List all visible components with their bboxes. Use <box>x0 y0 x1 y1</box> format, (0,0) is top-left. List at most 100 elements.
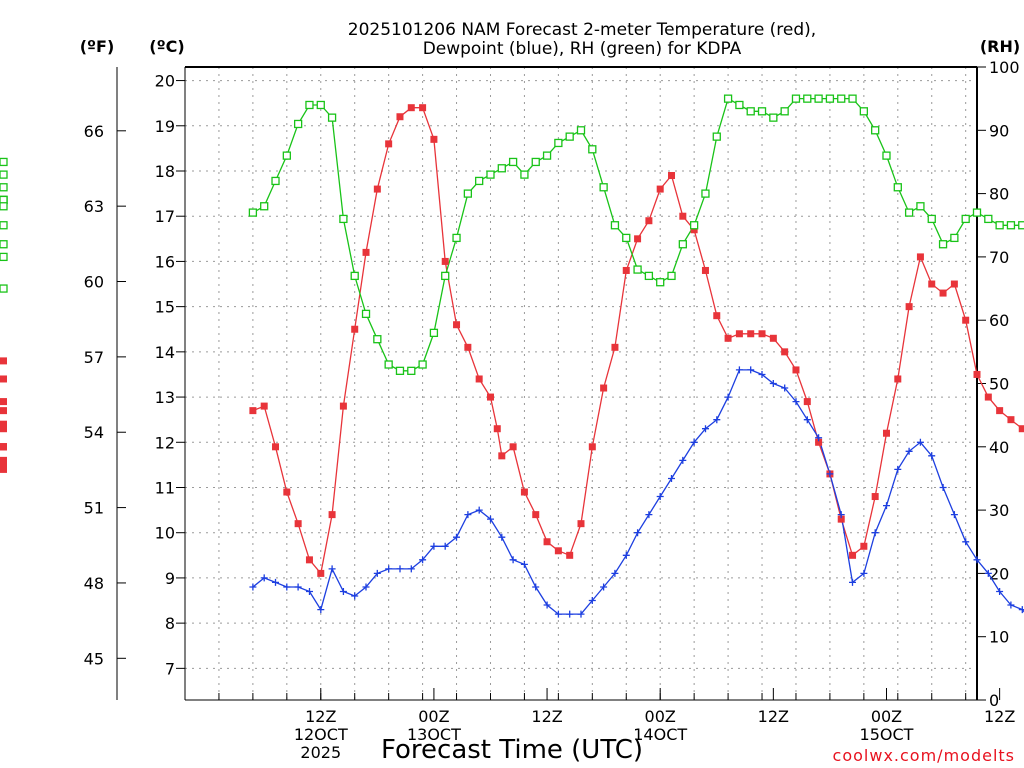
rh-point <box>803 94 812 103</box>
rh-point <box>508 157 518 167</box>
temperature-point <box>520 488 528 496</box>
dewpoint-point <box>249 583 257 591</box>
dewpoint-point <box>781 384 789 392</box>
celsius-tick-label: 20 <box>155 72 175 91</box>
rh-point <box>893 183 902 192</box>
temperature-point <box>351 325 359 333</box>
rh-point <box>407 366 416 375</box>
temperature-point <box>532 511 540 519</box>
rh-point <box>271 176 280 186</box>
rh-point <box>588 145 597 154</box>
dewpoint-point <box>905 447 913 455</box>
temperature-point <box>724 334 732 342</box>
fahrenheit-tick-label: 51 <box>84 499 104 518</box>
rh-point <box>576 126 586 135</box>
x-tick-label-time: 12Z <box>984 707 1015 726</box>
dewpoint-point <box>668 475 675 482</box>
dewpoint-point <box>996 588 1004 595</box>
rh-point <box>723 94 733 103</box>
temperature-point <box>577 520 585 528</box>
temperature-point <box>0 456 7 464</box>
temperature-point <box>0 407 7 415</box>
rh-point <box>633 265 642 274</box>
celsius-tick-label: 12 <box>155 433 175 452</box>
temperature-point <box>860 542 868 550</box>
rh-point <box>350 271 359 281</box>
x-tick-label-time: 12Z <box>305 707 336 726</box>
dewpoint-point <box>849 578 856 586</box>
temperature-point <box>668 172 676 180</box>
temperature-point <box>486 393 494 401</box>
rh-point <box>667 271 676 281</box>
rh-point <box>1018 221 1024 230</box>
temperature-point <box>803 398 811 406</box>
dewpoint-point <box>600 583 608 591</box>
rh-point <box>882 151 891 160</box>
temperature-point <box>1007 416 1015 424</box>
dewpoint-point <box>419 556 427 564</box>
axes: 7 8 9 10 11 12 13 14 15 16 17 18 19 20 45 48 51 54 57 60 63 6… <box>84 58 1020 762</box>
dewpoint-point <box>894 465 902 473</box>
temperature-point <box>0 425 7 433</box>
dewpoint-point <box>453 533 460 541</box>
temperature-point <box>781 348 789 356</box>
rh-point <box>520 170 529 179</box>
rh-point <box>497 164 506 173</box>
dewpoint-point <box>724 393 732 401</box>
rh-point <box>859 107 869 116</box>
rh-tick-label: 90 <box>989 121 1009 140</box>
temperature-point <box>973 370 981 378</box>
dewpoint-point <box>396 565 404 573</box>
temperature-point <box>430 135 438 143</box>
rh-tick-label: 80 <box>989 185 1009 204</box>
dewpoint-point <box>339 588 347 595</box>
rh-point <box>361 309 371 319</box>
rh-point <box>305 100 314 110</box>
temperature-point <box>339 402 347 410</box>
temperature-point <box>283 488 291 496</box>
celsius-tick-label: 13 <box>155 388 175 407</box>
dewpoint-point <box>566 610 574 618</box>
fahrenheit-tick-label: 66 <box>84 122 104 141</box>
temperature-point <box>905 303 913 311</box>
dewpoint-point <box>690 438 698 446</box>
celsius-tick-label: 9 <box>165 569 175 588</box>
rh-point <box>395 366 405 375</box>
fahrenheit-tick-label: 60 <box>84 273 104 292</box>
rh-point <box>678 240 687 249</box>
rh-tick-label: 100 <box>989 58 1020 77</box>
rh-tick-label: 70 <box>989 248 1009 267</box>
rh-point <box>0 284 8 293</box>
rh-point <box>746 107 755 116</box>
temperature-point <box>249 407 257 415</box>
temperature-point <box>588 443 596 451</box>
dewpoint-point <box>984 569 992 577</box>
temperature-point <box>0 420 7 428</box>
dewpoint-point <box>939 484 947 491</box>
dewpoint-point <box>634 529 642 537</box>
dewpoint-point <box>645 511 653 519</box>
temperature-point <box>385 140 393 148</box>
temperature-point <box>566 551 574 559</box>
rh-point <box>916 202 925 211</box>
temperature-point <box>645 217 653 225</box>
dewpoint-point <box>860 569 868 577</box>
temperature-point <box>419 104 427 112</box>
dewpoint-point <box>306 588 313 595</box>
dewpoint-point <box>577 610 585 618</box>
fahrenheit-tick-label: 63 <box>84 197 104 216</box>
dewpoint-point <box>498 533 506 541</box>
temperature-point <box>0 375 7 383</box>
grid-lines <box>185 67 977 700</box>
celsius-tick-label: 16 <box>155 252 175 271</box>
dewpoint-point <box>679 456 687 464</box>
temperature-point <box>294 520 302 528</box>
rh-point <box>837 94 846 103</box>
dewpoint-point <box>554 610 562 618</box>
rh-point <box>995 221 1004 230</box>
temperature-point <box>916 253 924 261</box>
credit-link[interactable]: coolwx.com/modelts <box>833 746 1015 765</box>
temperature-point <box>871 493 879 501</box>
dewpoint-point <box>871 529 879 537</box>
temperature-point <box>792 366 800 374</box>
